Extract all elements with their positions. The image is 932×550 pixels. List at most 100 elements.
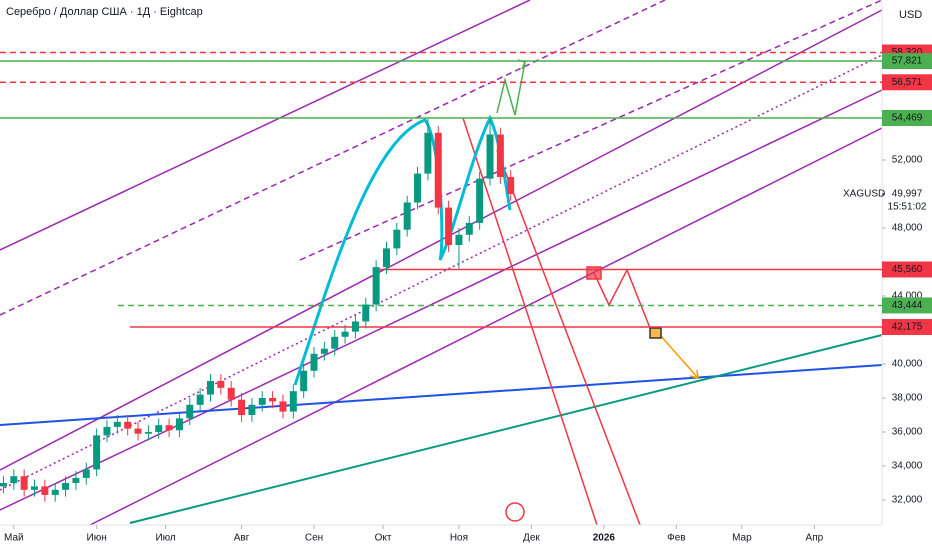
trend-line xyxy=(462,117,598,526)
price-label-box xyxy=(882,74,932,91)
candle-body xyxy=(103,426,111,436)
price-label: 42,175 xyxy=(892,322,923,333)
candle-body xyxy=(382,248,390,268)
y-tick-label: 52,000 xyxy=(892,155,923,166)
candle-body xyxy=(0,483,7,487)
candle-body xyxy=(144,432,152,434)
candle-body xyxy=(300,370,308,392)
price-label: 58,320 xyxy=(892,47,923,58)
y-tick-label: 34,000 xyxy=(892,461,923,472)
candle-body xyxy=(393,229,401,249)
trend-line xyxy=(299,0,883,261)
candle-body xyxy=(403,202,411,230)
y-tick-label: 44,000 xyxy=(892,291,923,302)
candle-body xyxy=(248,404,256,416)
candle-body xyxy=(424,132,432,174)
trend-line xyxy=(0,364,883,426)
candle-body xyxy=(134,428,142,434)
candle-body xyxy=(217,380,225,388)
marker-box xyxy=(649,327,662,339)
candle-body xyxy=(41,486,49,495)
price-label-box xyxy=(882,319,932,336)
x-tick-label: Сен xyxy=(305,533,323,544)
candle-body xyxy=(341,331,349,337)
candle-body xyxy=(196,394,204,405)
candle-body xyxy=(351,321,359,332)
price-label: 45,560 xyxy=(892,264,923,275)
candle-body xyxy=(465,222,473,235)
x-tick-label: Мар xyxy=(732,533,752,544)
candle-body xyxy=(93,435,101,470)
candle-body xyxy=(414,173,422,203)
candle-body xyxy=(10,476,18,484)
candle-body xyxy=(31,486,39,490)
x-tick-label: Апр xyxy=(806,533,824,544)
candle-body xyxy=(507,176,515,195)
event-icon[interactable] xyxy=(505,502,525,522)
candle-body xyxy=(155,425,163,433)
x-tick-label: Июл xyxy=(155,533,175,544)
candle-body xyxy=(362,304,370,322)
candle-body xyxy=(310,353,318,371)
candle-body xyxy=(72,477,80,484)
candle-body xyxy=(455,234,463,245)
x-tick-label: Авг xyxy=(234,533,250,544)
forecast-arrow xyxy=(593,268,651,329)
candle-body xyxy=(227,387,235,400)
candle-body xyxy=(289,391,297,412)
candle-body xyxy=(113,421,121,427)
price-label-box xyxy=(882,297,932,314)
candle-body xyxy=(269,398,277,402)
candle-body xyxy=(331,336,339,349)
x-tick-label: Июн xyxy=(87,533,107,544)
symbol-label: XAGUSD xyxy=(843,189,885,200)
x-tick-label: Фев xyxy=(667,533,685,544)
candle-body xyxy=(258,398,266,405)
price-label: 56,571 xyxy=(892,77,923,88)
countdown-label: 15:51:02 xyxy=(888,202,927,213)
trend-line xyxy=(0,89,883,511)
candle-body xyxy=(496,134,504,177)
candle-body xyxy=(238,399,246,416)
x-tick-label: Окт xyxy=(375,533,392,544)
candle-body xyxy=(51,489,59,495)
x-tick-label: Май xyxy=(4,533,24,544)
candle-body xyxy=(186,404,194,419)
arrow-head xyxy=(689,369,699,379)
candle-body xyxy=(124,421,132,429)
price-label: 43,444 xyxy=(892,300,923,311)
currency-label[interactable]: USD xyxy=(899,9,922,21)
candle-body xyxy=(434,132,442,208)
price-label: 54,469 xyxy=(892,113,923,124)
candle-body xyxy=(206,380,214,395)
price-label-box xyxy=(882,53,932,70)
trend-line xyxy=(0,0,531,251)
x-tick-label: Ноя xyxy=(450,533,468,544)
forecast-arrow xyxy=(659,334,699,379)
y-tick-label: 40,000 xyxy=(892,359,923,370)
candle-body xyxy=(372,267,380,305)
candle-body xyxy=(476,178,484,223)
price-label-box xyxy=(882,110,932,127)
candle-body xyxy=(320,348,328,354)
candle-body xyxy=(165,425,173,431)
y-tick-label: 32,000 xyxy=(892,495,923,506)
x-tick-label: 2026 xyxy=(593,533,616,544)
candle-body xyxy=(175,418,183,431)
candle-body xyxy=(486,134,494,179)
y-tick-label: 36,000 xyxy=(892,427,923,438)
chart-title: Серебро / Доллар США · 1Д · Eightcap xyxy=(6,6,203,18)
trend-line xyxy=(129,334,883,524)
trend-line xyxy=(0,54,883,491)
last-price-label: 49,997 xyxy=(892,189,923,200)
candle-body xyxy=(82,469,90,478)
candle-body xyxy=(62,483,70,490)
trend-line xyxy=(496,149,641,526)
y-tick-label: 48,000 xyxy=(892,223,923,234)
forecast-arrow xyxy=(496,61,526,116)
pattern-curve xyxy=(293,114,512,386)
y-tick-label: 38,000 xyxy=(892,393,923,404)
